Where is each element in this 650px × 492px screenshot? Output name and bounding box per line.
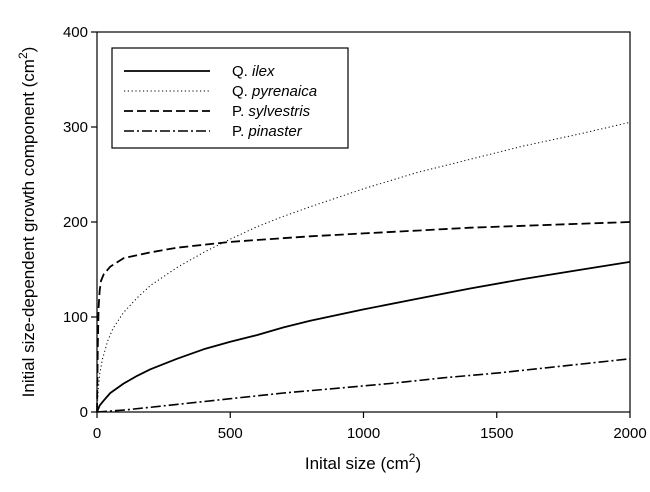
series-line-psylvestris bbox=[96, 221, 631, 413]
y-tick-label: 0 bbox=[80, 404, 88, 421]
legend-label-ppinaster: P. pinaster bbox=[232, 123, 303, 140]
x-tick-label: 500 bbox=[218, 425, 243, 442]
y-tick-label: 300 bbox=[63, 119, 88, 136]
x-tick-label: 1000 bbox=[347, 425, 380, 442]
series-layer bbox=[96, 121, 631, 413]
legend-label-qpyrenaica: Q. pyrenaica bbox=[232, 83, 317, 100]
series-line-qilex bbox=[96, 261, 631, 413]
series-line-ppinaster bbox=[96, 358, 631, 413]
x-tick-label: 2000 bbox=[613, 425, 646, 442]
y-tick-label: 100 bbox=[63, 309, 88, 326]
x-tick-label: 0 bbox=[93, 425, 101, 442]
legend-label-qilex: Q. ilex bbox=[232, 63, 275, 80]
x-axis: 0 500 1000 1500 2000 bbox=[93, 412, 647, 442]
y-axis-title: Initial size-dependent growth component … bbox=[16, 47, 38, 398]
x-axis-title: Inital size (cm2) bbox=[305, 451, 421, 473]
series-line-qpyrenaica bbox=[96, 121, 631, 413]
y-tick-label: 200 bbox=[63, 214, 88, 231]
y-tick-label: 400 bbox=[63, 24, 88, 41]
y-axis: 0 100 200 300 400 bbox=[63, 24, 97, 421]
x-tick-label: 1500 bbox=[480, 425, 513, 442]
legend-label-psylvestris: P. sylvestris bbox=[232, 103, 311, 120]
legend: Q. ilex Q. pyrenaica P. sylvestris P. pinas… bbox=[124, 63, 317, 140]
